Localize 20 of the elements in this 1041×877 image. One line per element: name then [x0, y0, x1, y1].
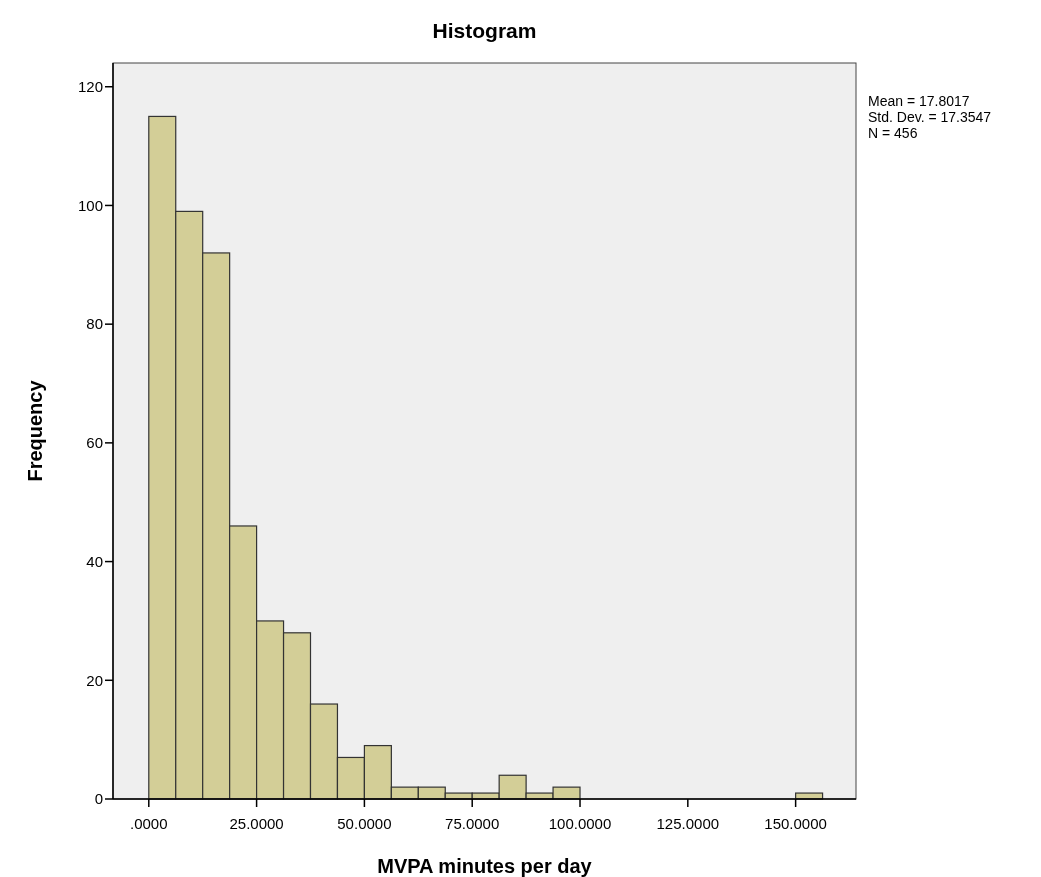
y-tick-label: 40: [86, 552, 103, 570]
x-tick-label: 75.0000: [445, 815, 500, 832]
x-tick-label: 25.0000: [229, 815, 284, 832]
text: Mean = 17.8017: [868, 93, 970, 109]
y-tick-label: 0: [94, 790, 103, 808]
x-axis-title: MVPA minutes per day: [377, 855, 593, 877]
y-tick-label: 100: [77, 196, 103, 214]
x-tick-label: 125.0000: [656, 815, 720, 832]
y-tick-label: 80: [86, 315, 103, 333]
y-tick-label: 60: [86, 434, 103, 452]
chart-title: Histogram: [432, 19, 537, 42]
x-tick-label: .0000: [130, 815, 168, 832]
text: N = 456: [868, 125, 918, 141]
y-tick-label: 120: [77, 77, 103, 95]
text: Std. Dev. = 17.3547: [868, 109, 992, 125]
x-tick-label: 100.0000: [548, 815, 612, 832]
y-tick-label: 20: [86, 671, 103, 689]
x-tick-label: 150.0000: [764, 815, 827, 832]
x-tick-label: 50.0000: [337, 815, 392, 832]
y-axis-title: Frequency: [24, 379, 46, 482]
